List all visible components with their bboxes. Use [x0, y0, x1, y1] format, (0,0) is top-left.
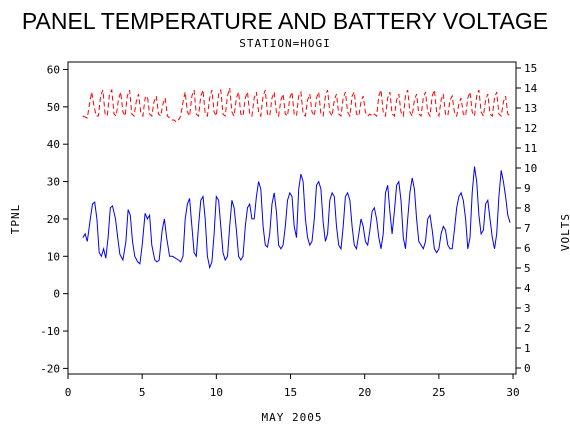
x-tick-label: 10 [210, 386, 223, 399]
y-left-tick-label: 20 [47, 213, 60, 226]
y-right-tick-label: 9 [524, 182, 531, 195]
y-right-tick-label: 10 [524, 162, 537, 175]
y-left-tick-label: -10 [40, 325, 60, 338]
y-right-tick-label: 13 [524, 102, 537, 115]
y-left-tick-label: 40 [47, 138, 60, 151]
axis-ticks: 0 5 10 15 20 25 30-20-100102030405060012345678… [40, 62, 537, 399]
y-right-tick-label: 4 [524, 282, 531, 295]
y-left-tick-label: 10 [47, 250, 60, 263]
y-axis-left-label: TPNL [9, 204, 22, 235]
y-left-tick-label: 30 [47, 176, 60, 189]
y-left-tick-label: 60 [47, 63, 60, 76]
y-right-tick-label: 12 [524, 122, 537, 135]
y-right-tick-label: 15 [524, 62, 537, 75]
x-tick-label: 0 [65, 386, 72, 399]
y-right-tick-label: 3 [524, 302, 531, 315]
y-right-tick-label: 14 [524, 82, 538, 95]
x-tick-label: 5 [139, 386, 146, 399]
y-right-tick-label: 2 [524, 322, 531, 335]
y-right-tick-label: 0 [524, 362, 531, 375]
y-left-tick-label: 0 [53, 288, 60, 301]
plot-frame [67, 61, 517, 375]
y-left-tick-label: -20 [40, 362, 60, 375]
series-line-right [82, 87, 511, 123]
y-right-tick-label: 6 [524, 242, 531, 255]
y-right-tick-label: 5 [524, 262, 531, 275]
y-right-tick-label: 8 [524, 202, 531, 215]
x-tick-label: 30 [506, 386, 519, 399]
y-right-tick-label: 7 [524, 222, 531, 235]
y-right-tick-label: 1 [524, 342, 531, 355]
series-line-left [82, 166, 511, 270]
y-right-tick-label: 11 [524, 142, 537, 155]
x-tick-label: 25 [432, 386, 445, 399]
chart-title: PANEL TEMPERATURE AND BATTERY VOLTAGE [22, 8, 548, 34]
series-group [82, 87, 511, 270]
y-left-tick-label: 50 [47, 101, 60, 114]
x-tick-label: 20 [358, 386, 371, 399]
chart-subtitle: STATION=HOGI [239, 37, 330, 50]
x-tick-label: 15 [284, 386, 297, 399]
x-axis-label: MAY 2005 [262, 411, 323, 424]
y-axis-right-label: VOLTS [559, 213, 570, 251]
